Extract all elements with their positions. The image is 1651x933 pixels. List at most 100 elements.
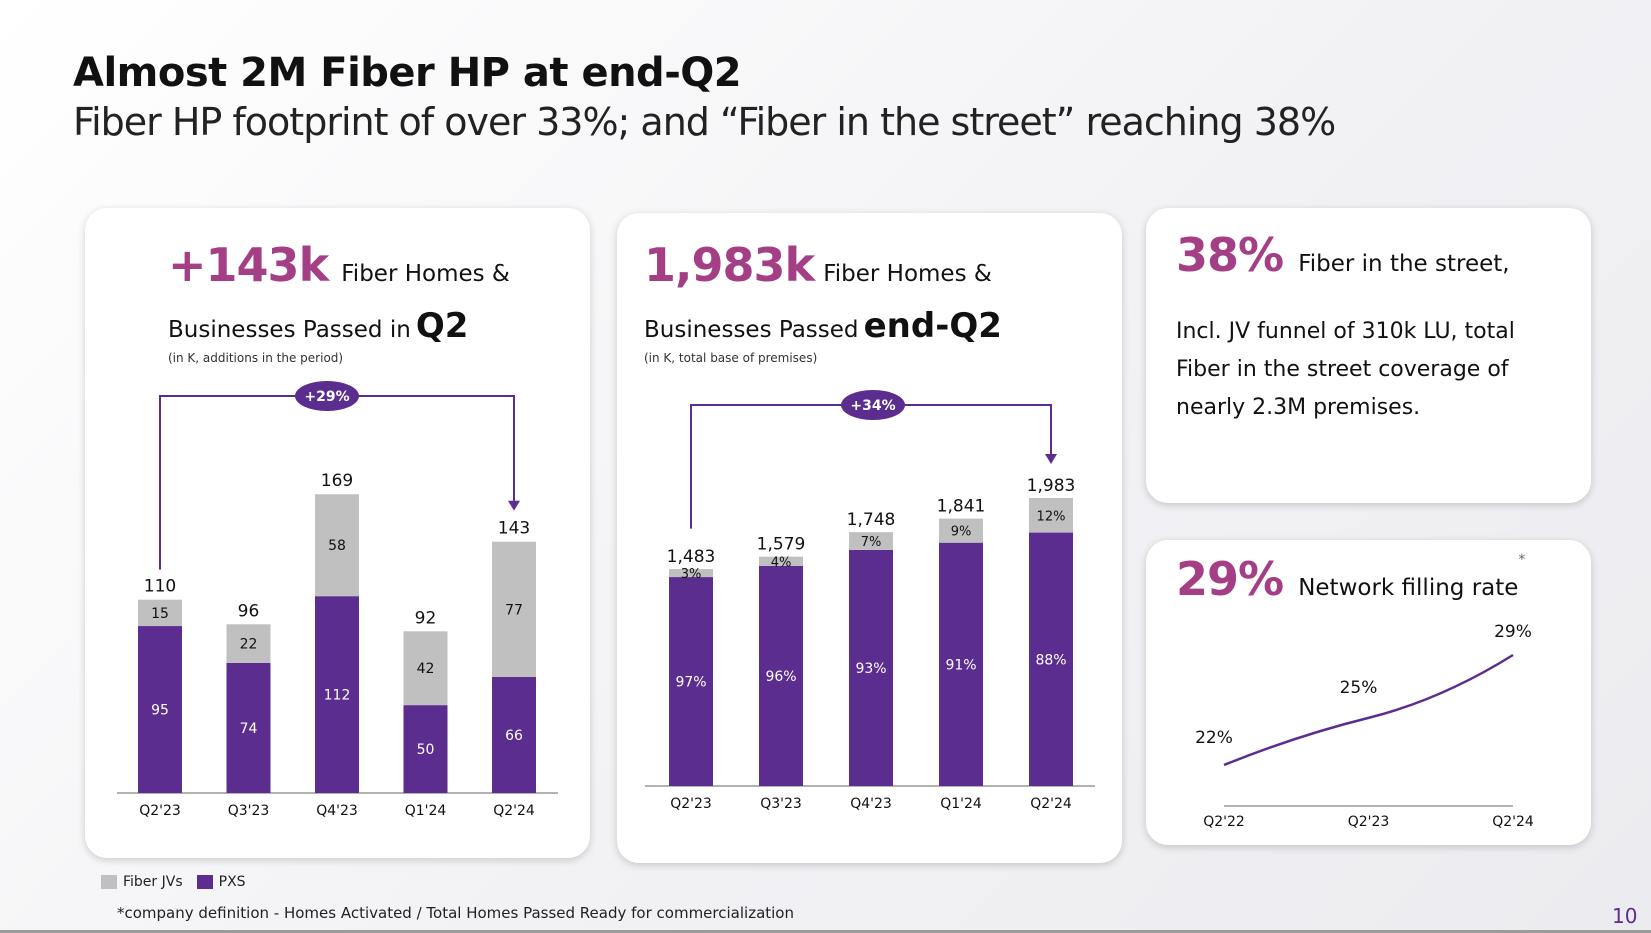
additions-card: +143k Fiber Homes & Businesses Passed in… [85,208,590,858]
fiber-street-headline: Fiber in the street, [1298,251,1510,277]
bar-label-fiber-jvs: 4% [771,555,792,570]
bar-label-fiber-jvs: 77 [505,602,523,618]
bar-fiber-jvs [315,494,359,597]
point-label: 22% [1195,728,1233,748]
bar-total-label: 1,579 [757,535,806,555]
bar-label-pxs: 91% [945,657,976,673]
bar-fiber-jvs [226,624,271,663]
fiber-street-body: Incl. JV funnel of 310k LU, total Fiber … [1176,313,1515,427]
bar-fiber-jvs [138,599,182,627]
bar-label-pxs: 96% [765,669,796,685]
filling-rate-headline: Network filling rate [1298,575,1519,601]
bar-total-label: 110 [144,577,176,597]
bar-total-label: 96 [238,601,260,621]
total-headline-number: 1,983k [644,238,815,292]
additions-headline-bold: Q2 [415,306,469,346]
filling-rate-chart: 22% Q2'22 25% Q2'23 29% Q2'24 [1195,622,1534,830]
x-tick-label: Q4'23 [316,803,358,819]
bar-label-fiber-jvs: 22 [240,637,258,653]
x-tick-label: Q4'23 [850,796,892,812]
bar-label-pxs: 74 [240,721,258,737]
fiber-street-body-line: nearly 2.3M premises. [1176,395,1421,420]
bar-total-label: 1,748 [847,510,896,530]
bar-label-fiber-jvs: 15 [151,606,169,622]
bar-total-label: 1,841 [937,497,986,517]
fiber-street-body-line: Incl. JV funnel of 310k LU, total [1176,319,1515,344]
additions-note: (in K, additions in the period) [168,351,344,365]
bar-fiber-jvs [759,556,803,566]
bar-fiber-jvs [1029,498,1073,533]
growth-badge [295,381,359,411]
bar-label-pxs: 112 [324,688,351,704]
total-note: (in K, total base of premises) [644,351,818,365]
bar-pxs [759,565,803,786]
legend-label-fiber-jvs: Fiber JVs [123,874,183,890]
x-tick-label: Q2'24 [493,803,535,819]
x-tick-label: Q2'24 [1492,814,1534,830]
bar-label-pxs: 95 [151,703,169,719]
slide-subtitle: Fiber HP footprint of over 33%; and “Fib… [73,100,1336,144]
x-tick-label: Q2'22 [1203,814,1245,830]
arrow-down-icon [508,500,520,511]
x-tick-label: Q1'24 [940,796,982,812]
bar-total-label: 1,483 [667,547,716,567]
total-headline-text: Fiber Homes & [823,261,992,287]
legend-swatch-pxs [196,875,213,889]
footnote: *company definition - Homes Activated / … [117,904,794,922]
point-label: 29% [1494,622,1532,642]
bar-label-pxs: 66 [505,728,523,744]
bar-pxs [939,542,983,786]
bottom-divider [0,930,1651,933]
growth-badge [841,390,905,420]
bar-pxs [492,677,536,793]
bar-label-fiber-jvs: 12% [1037,509,1066,524]
bar-pxs [403,705,448,793]
legend-label-pxs: PXS [218,874,246,890]
x-tick-label: Q1'24 [405,803,447,819]
fiber-street-body-line: Fiber in the street coverage of [1176,357,1509,382]
bar-pxs [849,549,893,786]
legend-swatch-fiber-jvs [101,875,117,889]
bar-pxs [669,577,713,786]
bar-label-fiber-jvs: 3% [681,567,702,582]
additions-headline-number: +143k [168,238,329,292]
bar-label-fiber-jvs: 9% [951,525,972,540]
x-tick-label: Q3'23 [228,803,270,819]
additions-headline-line2: Businesses Passed in [168,317,411,343]
bar-pxs [315,596,359,793]
legend: Fiber JVs PXS [101,874,246,890]
page-number: 10 [1612,904,1638,928]
bar-label-fiber-jvs: 7% [861,535,882,550]
slide-title: Almost 2M Fiber HP at end-Q2 [73,50,742,96]
bar-label-pxs: 88% [1035,652,1066,668]
bar-label-pxs: 50 [417,742,435,758]
arrow-down-icon [1045,454,1057,464]
bar-total-label: 92 [415,608,437,628]
fiber-street-number: 38% [1176,228,1284,282]
bar-fiber-jvs [403,631,448,706]
bar-label-fiber-jvs: 58 [328,538,346,554]
bar-pxs [1029,532,1073,786]
additions-headline-text: Fiber Homes & [341,261,510,287]
bar-label-fiber-jvs: 42 [417,661,435,677]
total-headline-bold: end-Q2 [863,306,1002,346]
bar-pxs [138,626,182,793]
x-tick-label: Q2'23 [139,803,181,819]
x-tick-label: Q2'24 [1030,796,1072,812]
growth-badge-label: +29% [304,389,349,405]
bar-total-label: 1,983 [1027,476,1076,496]
bar-total-label: 143 [498,519,530,539]
point-label: 25% [1340,678,1378,698]
bar-fiber-jvs [939,518,983,543]
total-headline-line2: Businesses Passed [644,317,859,343]
bar-label-pxs: 93% [855,661,886,677]
x-tick-label: Q2'23 [1348,814,1390,830]
bar-fiber-jvs [492,541,536,678]
growth-badge-label: +34% [850,398,895,414]
fiber-in-street-card: 38% Fiber in the street, Incl. JV funnel… [1146,208,1591,503]
bar-fiber-jvs [669,569,713,578]
additions-chart: 95 15 110 Q2'23 74 22 96 Q3'23 112 58 169 Q4'23 50 42… [117,381,558,819]
total-base-card: 1,983k Fiber Homes & Businesses Passed e… [617,213,1122,863]
x-tick-label: Q2'23 [670,796,712,812]
filling-rate-number: 29% [1176,552,1284,606]
